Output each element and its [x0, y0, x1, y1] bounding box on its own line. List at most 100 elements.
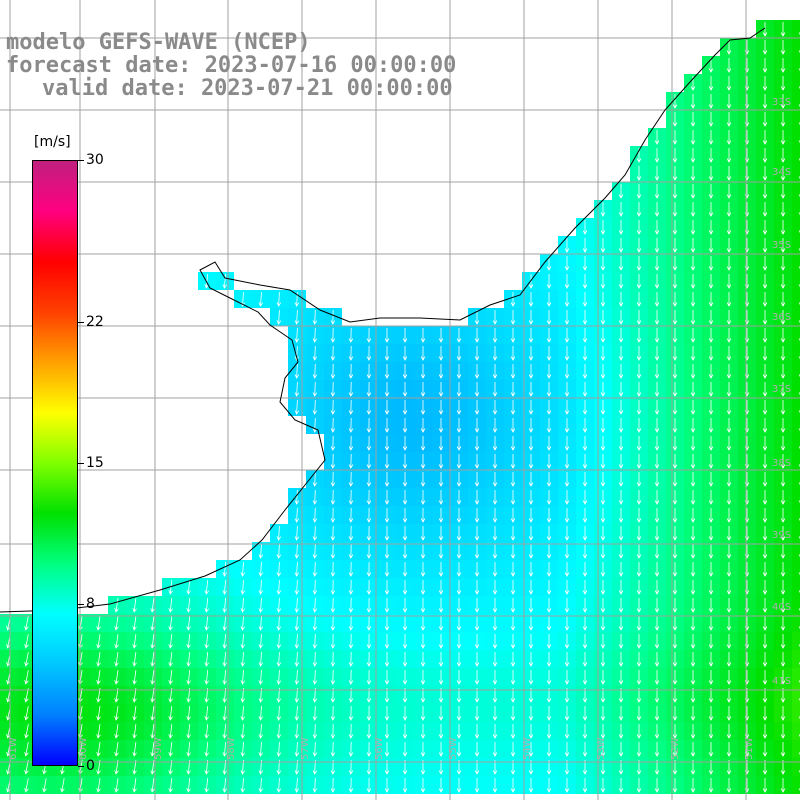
latitude-labels: 33S 34S 35S 36S 37S 38S 39S 40S 41S — [772, 97, 791, 687]
wind-arrow — [294, 399, 300, 415]
wind-arrow — [240, 741, 246, 757]
wind-arrow — [654, 328, 660, 343]
wind-arrow — [726, 274, 732, 289]
wind-arrow — [762, 220, 768, 235]
wind-arrow — [528, 346, 534, 361]
wind-arrow — [672, 778, 678, 793]
wind-arrow — [330, 615, 336, 631]
wind-arrow — [726, 544, 732, 559]
wind-arrow — [420, 634, 426, 649]
wind-arrow — [402, 346, 408, 361]
wind-arrow — [690, 94, 696, 109]
wind-arrow — [780, 580, 786, 595]
wind-arrow — [690, 310, 696, 325]
wind-arrow — [690, 112, 696, 127]
wind-arrow — [654, 274, 660, 289]
wind-arrow — [258, 543, 264, 559]
wind-arrow — [258, 705, 264, 721]
wind-arrow — [726, 526, 732, 541]
wind-arrow — [366, 597, 372, 613]
wind-arrow — [654, 724, 660, 739]
wind-arrow — [636, 310, 642, 325]
wind-arrow — [276, 777, 282, 793]
wind-arrow — [726, 328, 732, 343]
wind-arrow — [186, 634, 191, 649]
wind-arrow — [762, 454, 768, 469]
wind-arrow — [492, 616, 498, 631]
wind-arrow — [780, 292, 786, 307]
wind-arrow — [636, 706, 642, 721]
wind-arrow — [24, 724, 29, 739]
wind-arrow — [726, 58, 732, 73]
wind-arrow — [780, 184, 786, 199]
wind-arrow — [690, 490, 696, 505]
wind-arrow — [762, 652, 768, 667]
wind-arrow — [726, 670, 732, 685]
wind-arrow — [564, 274, 570, 289]
wind-arrow — [708, 148, 714, 163]
wind-arrow — [600, 346, 606, 361]
wind-arrow — [780, 634, 786, 649]
wind-arrow — [492, 526, 498, 541]
longitude-label: 59W — [153, 737, 164, 760]
wind-arrow — [492, 364, 498, 379]
wind-arrow — [600, 328, 606, 343]
latitude-label: 39S — [772, 530, 791, 541]
wind-arrow — [168, 724, 173, 739]
wind-arrow — [510, 400, 516, 415]
wind-arrow — [510, 346, 516, 361]
wind-arrow — [528, 400, 534, 415]
wind-arrow — [546, 724, 552, 739]
latitude-label: 41S — [772, 676, 791, 687]
wind-arrow — [384, 544, 390, 559]
wind-arrow — [204, 580, 210, 595]
wind-arrow — [510, 328, 516, 343]
wind-arrow — [582, 778, 588, 793]
wind-cell — [792, 524, 800, 542]
wind-arrow — [654, 436, 660, 451]
wind-arrow — [42, 778, 47, 793]
wind-arrow — [330, 507, 336, 523]
wind-arrow — [708, 112, 714, 127]
wind-arrow — [708, 328, 714, 343]
wind-arrow — [618, 742, 624, 757]
wind-arrow — [564, 634, 570, 649]
wind-arrow — [384, 652, 390, 667]
wind-arrow — [762, 508, 768, 523]
wind-arrow — [708, 256, 714, 271]
wind-arrow — [690, 670, 696, 685]
wind-arrow — [636, 292, 642, 307]
wind-arrow — [348, 669, 354, 685]
wind-arrow — [546, 274, 552, 289]
wind-arrow — [762, 526, 768, 541]
wind-arrow — [456, 616, 462, 631]
wind-arrow — [708, 166, 714, 181]
wind-arrow — [384, 382, 390, 397]
wind-arrow — [258, 651, 264, 667]
wind-arrow — [222, 777, 228, 793]
wind-arrow — [24, 670, 29, 685]
wind-arrow — [528, 382, 534, 397]
wind-cell — [792, 56, 800, 74]
wind-arrow — [708, 220, 714, 235]
wind-arrow — [546, 508, 552, 523]
wind-arrow — [780, 274, 786, 289]
wind-arrow — [780, 562, 786, 577]
wind-arrow — [312, 777, 318, 793]
wind-arrow — [456, 418, 462, 433]
wind-arrow — [474, 454, 480, 469]
wind-cell — [792, 308, 800, 326]
wind-arrow — [438, 328, 444, 343]
wind-arrow — [762, 130, 768, 145]
wind-arrow — [528, 616, 534, 631]
wind-arrow — [636, 256, 642, 271]
wind-arrow — [564, 400, 570, 415]
wind-arrow — [474, 544, 480, 559]
wind-cell — [792, 110, 800, 128]
wind-arrow — [690, 472, 696, 487]
wind-arrow — [366, 471, 372, 487]
wind-arrow — [204, 778, 210, 793]
wind-arrow — [204, 706, 210, 721]
wind-arrow — [780, 148, 786, 163]
wind-arrow — [420, 544, 426, 559]
